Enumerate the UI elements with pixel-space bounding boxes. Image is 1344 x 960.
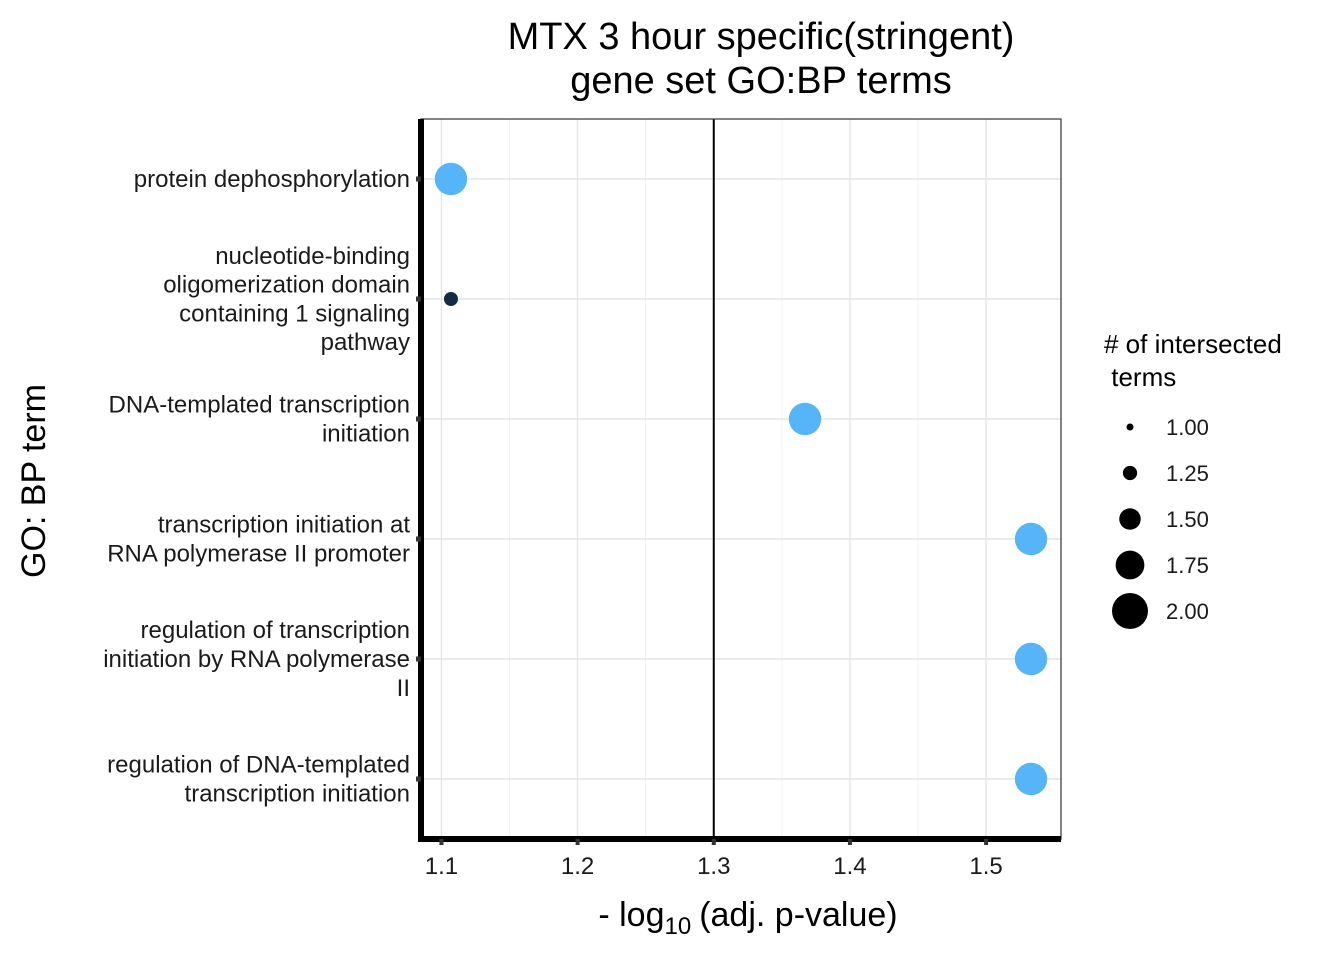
y-tick-label: transcription initiation at: [158, 512, 410, 539]
size-legend: # of intersected terms 1.00 1.25 1.50 1.75 2.…: [1104, 329, 1282, 629]
legend-title-line: # of intersected: [1104, 329, 1282, 359]
data-point: [1014, 522, 1048, 556]
chart-title: MTX 3 hour specific(stringent)gene set G…: [508, 16, 1015, 102]
plot-panel: [418, 118, 1062, 842]
chart-title-line: gene set GO:BP terms: [570, 60, 952, 102]
x-axis-title-subscript: 10: [665, 913, 692, 940]
y-tick-label: initiation by RNA polymerase: [103, 646, 410, 673]
y-tick-label: protein dephosphorylation: [134, 166, 410, 193]
y-tick-label: RNA polymerase II promoter: [107, 540, 410, 567]
x-tick-label: 1.1: [425, 853, 458, 880]
chart-title-line: MTX 3 hour specific(stringent): [508, 16, 1015, 58]
y-tick-label: regulation of transcription: [141, 617, 410, 644]
y-tick-label: regulation of DNA-templated: [107, 752, 410, 779]
legend-label: 2.00: [1166, 599, 1209, 624]
legend-key-circle: [1122, 465, 1138, 481]
data-point: [788, 402, 822, 436]
legend-key-circle: [1112, 593, 1148, 629]
legend-label: 1.75: [1166, 553, 1209, 578]
x-axis-title-body: (adj. p-value): [699, 896, 897, 934]
legend-label: 1.00: [1166, 415, 1209, 440]
x-axis-ticks: 1.1 1.2 1.3 1.4 1.5: [425, 839, 1003, 880]
y-tick-label: transcription initiation: [185, 780, 410, 807]
legend-key-circle: [1119, 508, 1141, 530]
y-axis-ticks: protein dephosphorylation nucleotide-bind…: [103, 166, 421, 807]
x-axis-title-text: - log10 (adj. p-value): [598, 896, 897, 940]
x-tick-label: 1.4: [833, 853, 866, 880]
y-tick-label: oligomerization domain: [163, 272, 410, 299]
data-points: [434, 162, 1048, 796]
data-point: [443, 292, 458, 306]
legend-key-circle: [1115, 550, 1145, 580]
y-tick-label: initiation: [322, 420, 410, 447]
x-axis-title: - log10 (adj. p-value): [598, 896, 897, 940]
y-tick-label: II: [397, 675, 410, 702]
y-axis-title-text: GO: BP term: [15, 384, 53, 578]
data-point: [434, 162, 468, 196]
y-tick-label: DNA-templated transcription: [109, 392, 410, 419]
legend-key-circle: [1126, 423, 1134, 431]
y-tick-label: pathway: [321, 329, 410, 356]
x-tick-label: 1.3: [697, 853, 730, 880]
minor-gridlines: [509, 119, 919, 839]
x-axis-title-prefix: - log: [598, 896, 664, 934]
legend-label: 1.50: [1166, 507, 1209, 532]
y-axis-title: GO: BP term: [15, 384, 53, 578]
data-point: [1014, 762, 1048, 796]
major-gridlines: [421, 119, 1061, 839]
x-tick-label: 1.5: [969, 853, 1002, 880]
legend-label: 1.25: [1166, 461, 1209, 486]
x-tick-label: 1.2: [561, 853, 594, 880]
y-tick-label: nucleotide-binding: [215, 243, 410, 270]
legend-title-line: terms: [1104, 362, 1176, 392]
y-tick-label: containing 1 signaling: [179, 300, 410, 327]
data-point: [1014, 642, 1048, 676]
panel-background: [421, 119, 1061, 839]
